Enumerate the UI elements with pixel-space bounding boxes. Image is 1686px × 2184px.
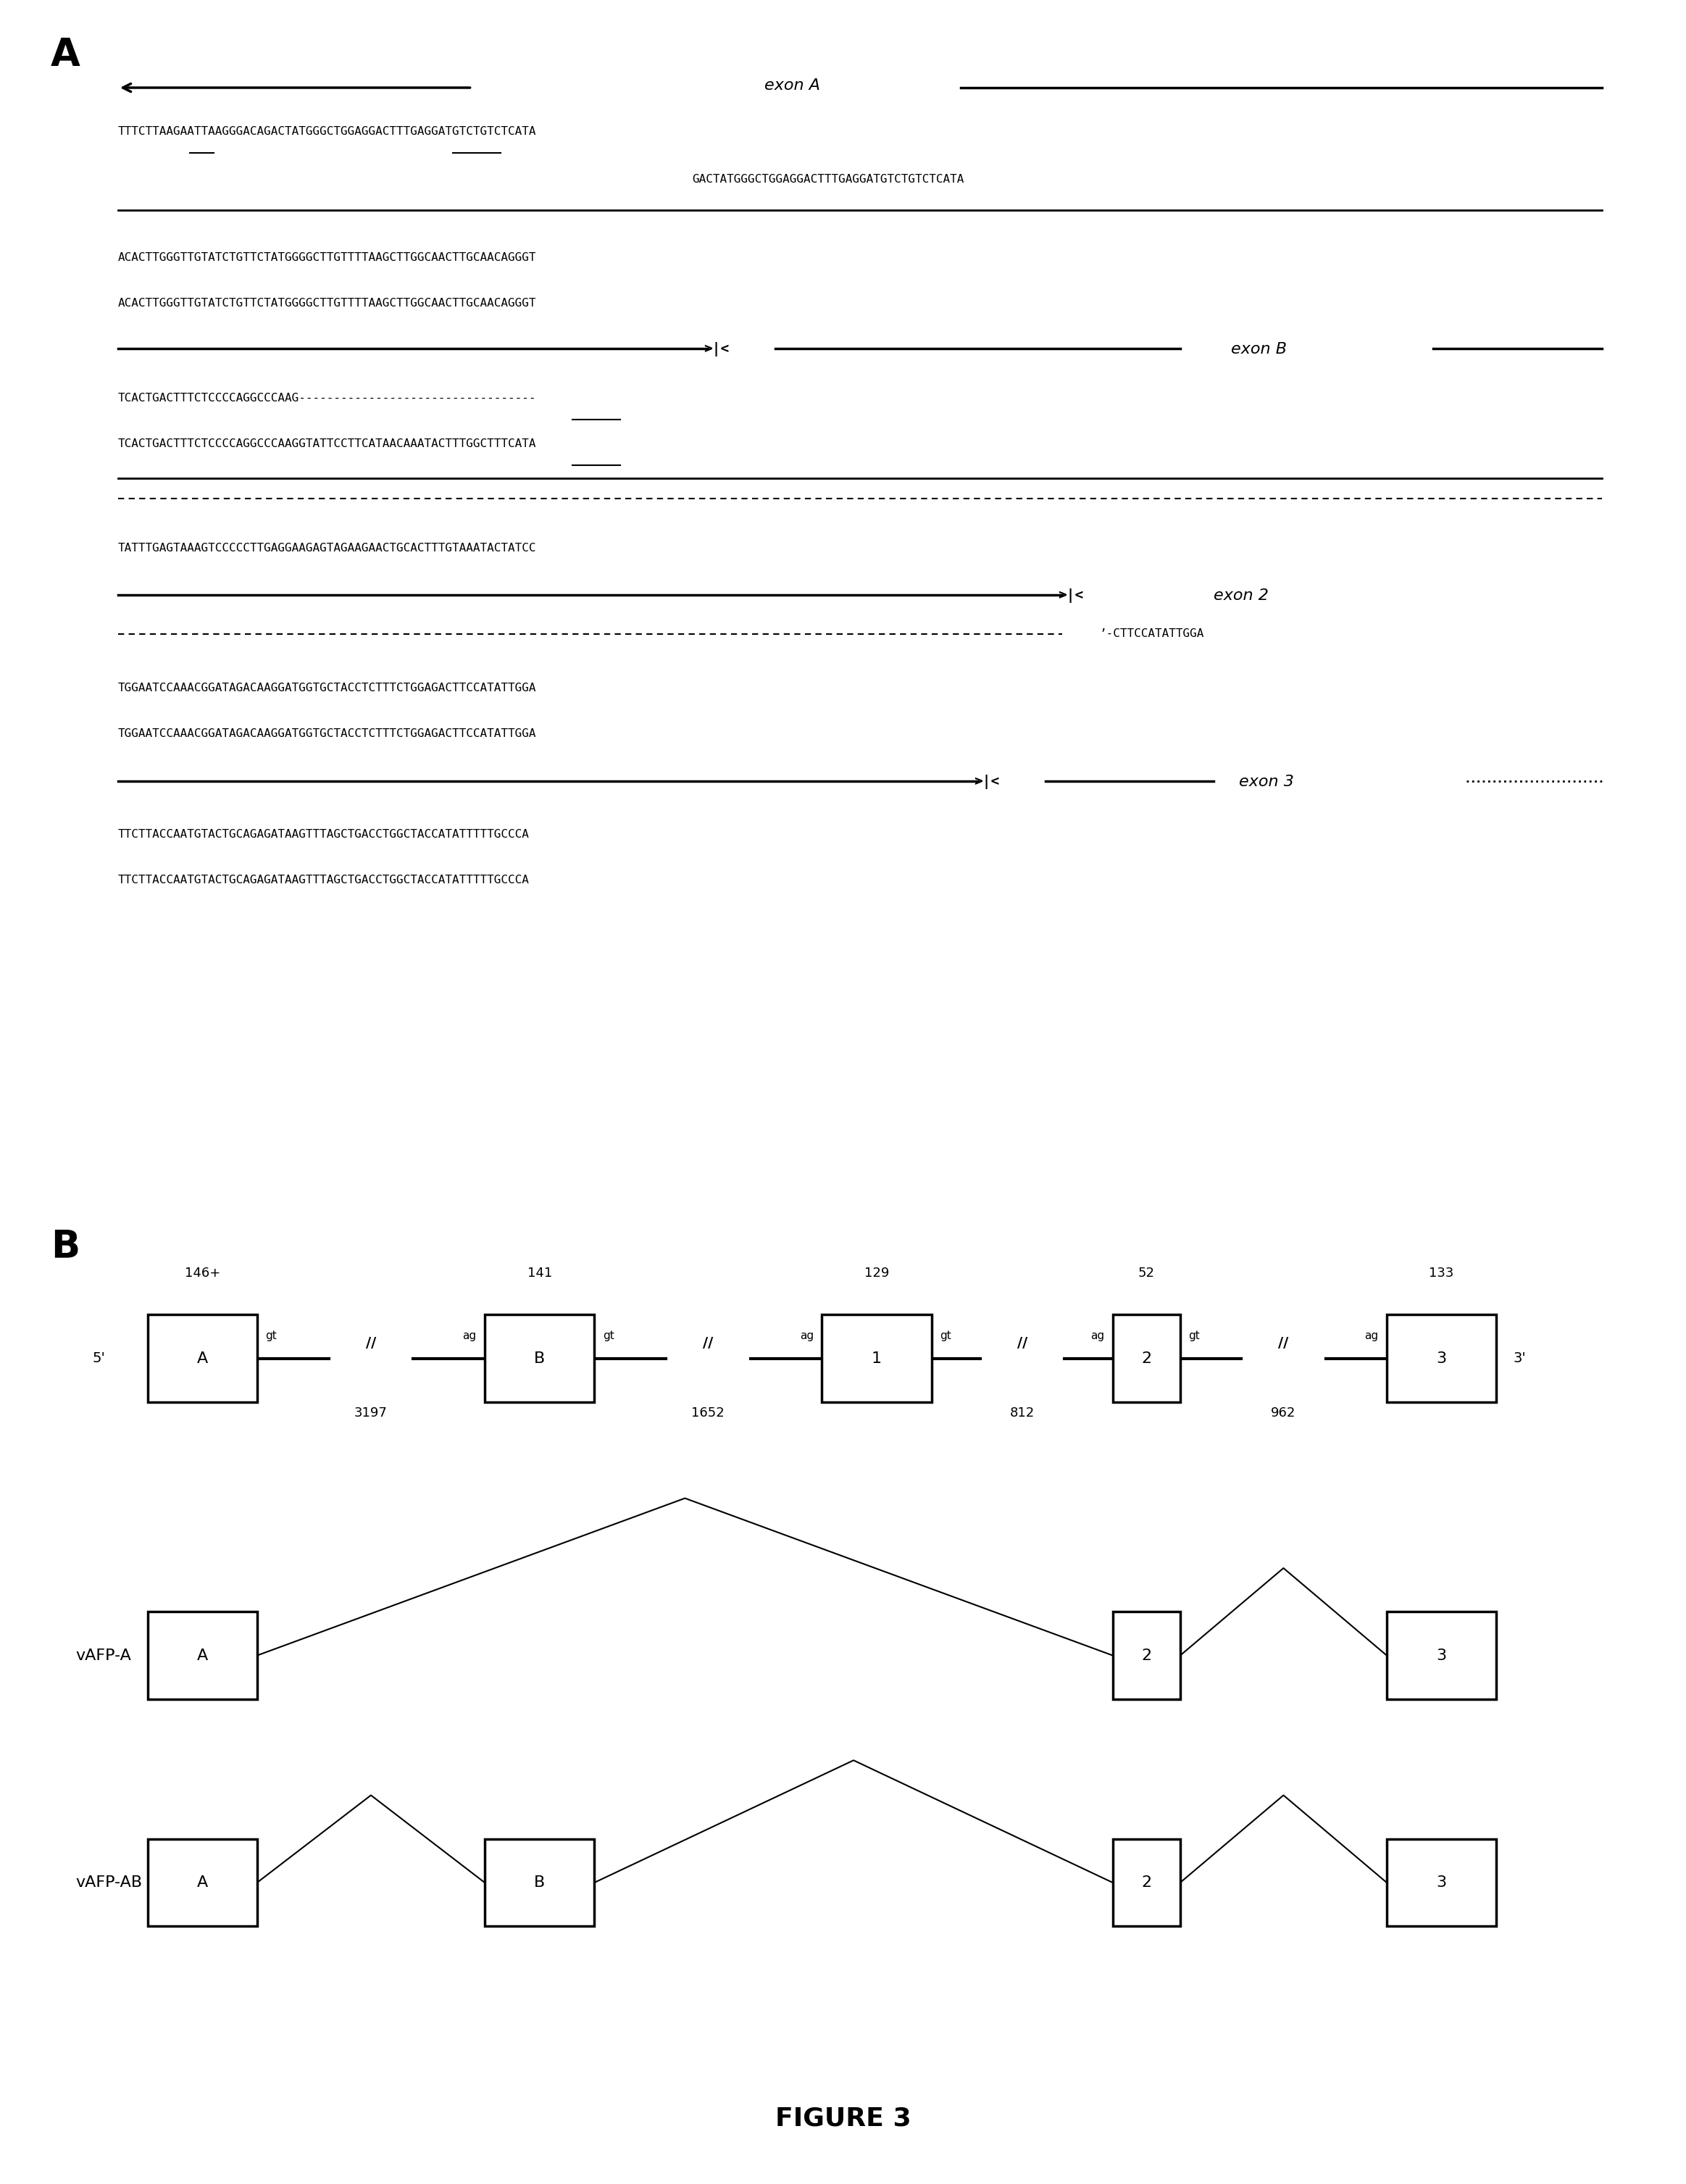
Text: 3197: 3197 — [354, 1406, 388, 1420]
Text: //: // — [366, 1337, 376, 1350]
Text: 1652: 1652 — [691, 1406, 725, 1420]
Bar — [148, 1612, 256, 1699]
Text: 962: 962 — [1271, 1406, 1297, 1420]
Bar — [486, 1315, 593, 1402]
Text: 141: 141 — [528, 1267, 551, 1280]
Text: exon A: exon A — [764, 79, 821, 92]
Text: 146+: 146+ — [184, 1267, 221, 1280]
Text: TGGAATCCAAACGGATAGACAAGGATGGTGCTACCTCTTTCTGGAGACTTCCATATTGGA: TGGAATCCAAACGGATAGACAAGGATGGTGCTACCTCTTT… — [118, 727, 536, 738]
Text: gt: gt — [941, 1330, 951, 1341]
Text: TTCTTACCAATGTACTGCAGAGATAAGTTTAGCTGACCTGGCTACCATATTTTTGCCCA: TTCTTACCAATGTACTGCAGAGATAAGTTTAGCTGACCTG… — [118, 874, 529, 885]
Text: ACACTTGGGTTGTATCTGTTCTATGGGGCTTGTTTTAAGCTTGGCAACTTGCAACAGGGT: ACACTTGGGTTGTATCTGTTCTATGGGGCTTGTTTTAAGC… — [118, 253, 536, 262]
Text: >|<: >|< — [1057, 590, 1084, 603]
Text: 3: 3 — [1436, 1649, 1447, 1662]
Text: 1: 1 — [872, 1352, 882, 1365]
Text: gt: gt — [1189, 1330, 1200, 1341]
Text: GACTATGGGCTGGAGGACTTTGAGGATGTCTGTCTCATA: GACTATGGGCTGGAGGACTTTGAGGATGTCTGTCTCATA — [693, 175, 964, 186]
Text: FIGURE 3: FIGURE 3 — [776, 2105, 910, 2132]
Text: TCACTGACTTTCTCCCCAGGCCCAAGGTATTCCTTCATAACAAATACTTTGGCTTTCATA: TCACTGACTTTCTCCCCAGGCCCAAGGTATTCCTTCATAA… — [118, 439, 536, 450]
Text: B: B — [534, 1876, 545, 1889]
Text: vAFP-A: vAFP-A — [76, 1649, 132, 1662]
Text: >|<: >|< — [703, 343, 730, 356]
Bar — [486, 1839, 593, 1926]
Text: //: // — [1017, 1337, 1027, 1350]
Text: TCACTGACTTTCTCCCCAGGCCCAAG----------------------------------: TCACTGACTTTCTCCCCAGGCCCAAG--------------… — [118, 393, 536, 404]
Text: exon 2: exon 2 — [1214, 590, 1270, 603]
Text: 52: 52 — [1138, 1267, 1155, 1280]
Text: TTCTTACCAATGTACTGCAGAGATAAGTTTAGCTGACCTGGCTACCATATTTTTGCCCA: TTCTTACCAATGTACTGCAGAGATAAGTTTAGCTGACCTG… — [118, 830, 529, 839]
Text: exon 3: exon 3 — [1239, 775, 1295, 788]
Text: A: A — [51, 35, 81, 74]
Text: >|<: >|< — [973, 775, 1000, 788]
Text: 2: 2 — [1141, 1649, 1152, 1662]
Text: ACACTTGGGTTGTATCTGTTCTATGGGGCTTGTTTTAAGCTTGGCAACTTGCAACAGGGT: ACACTTGGGTTGTATCTGTTCTATGGGGCTTGTTTTAAGC… — [118, 297, 536, 308]
Text: ag: ag — [462, 1330, 475, 1341]
Bar — [1113, 1839, 1180, 1926]
Text: TGGAATCCAAACGGATAGACAAGGATGGTGCTACCTCTTTCTGGAGACTTCCATATTGGA: TGGAATCCAAACGGATAGACAAGGATGGTGCTACCTCTTT… — [118, 681, 536, 692]
Bar — [1113, 1612, 1180, 1699]
Text: B: B — [51, 1227, 79, 1265]
Text: TATTTGAGTAAAGTCCCCCTTGAGGAAGAGTAGAAGAACTGCACTTTGTAAATACTATCC: TATTTGAGTAAAGTCCCCCTTGAGGAAGAGTAGAAGAACT… — [118, 544, 536, 555]
Text: //: // — [1278, 1337, 1288, 1350]
Text: ’-CTTCCATATTGGA: ’-CTTCCATATTGGA — [1099, 629, 1204, 640]
Bar — [823, 1315, 931, 1402]
Text: ag: ag — [1364, 1330, 1379, 1341]
Bar — [148, 1315, 256, 1402]
Bar — [1113, 1315, 1180, 1402]
Bar — [1386, 1612, 1495, 1699]
Text: B: B — [534, 1352, 545, 1365]
Text: A: A — [197, 1649, 207, 1662]
Text: 129: 129 — [865, 1267, 889, 1280]
Text: //: // — [703, 1337, 713, 1350]
Text: 812: 812 — [1010, 1406, 1035, 1420]
Text: 3: 3 — [1436, 1876, 1447, 1889]
Text: A: A — [197, 1352, 207, 1365]
Text: 2: 2 — [1141, 1352, 1152, 1365]
Bar — [1386, 1839, 1495, 1926]
Text: gt: gt — [604, 1330, 614, 1341]
Text: ag: ag — [799, 1330, 814, 1341]
Text: vAFP-AB: vAFP-AB — [76, 1876, 143, 1889]
Text: ag: ag — [1091, 1330, 1104, 1341]
Text: exon B: exon B — [1231, 343, 1286, 356]
Text: 133: 133 — [1430, 1267, 1453, 1280]
Text: gt: gt — [266, 1330, 277, 1341]
Bar — [148, 1839, 256, 1926]
Text: 3: 3 — [1436, 1352, 1447, 1365]
Text: 2: 2 — [1141, 1876, 1152, 1889]
Text: 5': 5' — [93, 1352, 105, 1365]
Text: A: A — [197, 1876, 207, 1889]
Text: TTTCTTAAGAATTAAGGGACAGACTATGGGCTGGAGGACTTTGAGGATGTCTGTCTCATA: TTTCTTAAGAATTAAGGGACAGACTATGGGCTGGAGGACT… — [118, 127, 536, 138]
Bar — [1386, 1315, 1495, 1402]
Text: 3': 3' — [1514, 1352, 1526, 1365]
